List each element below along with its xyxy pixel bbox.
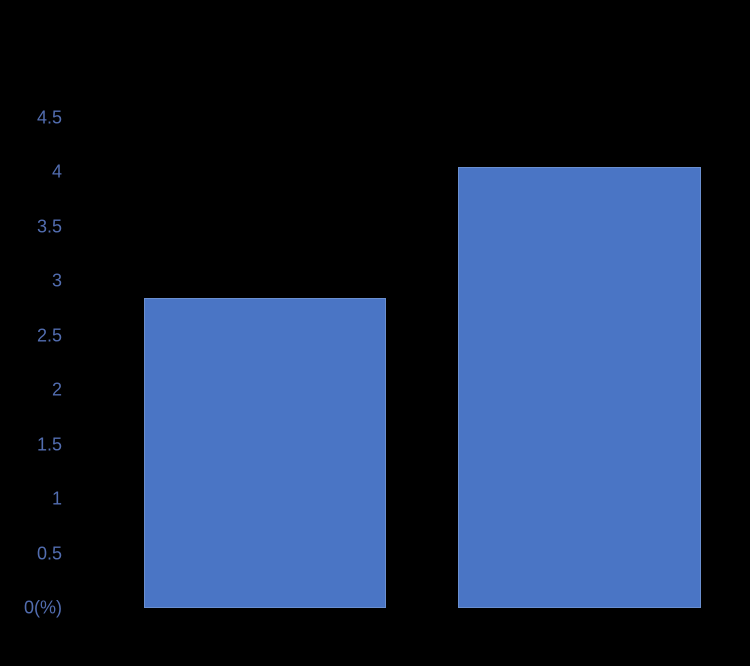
bar	[144, 298, 386, 608]
title-line-2: インドネシア・中国	[0, 39, 750, 68]
plot-area	[75, 118, 730, 608]
x-axis-label: 中国	[241, 615, 289, 650]
y-tick-label: 3.5	[37, 216, 62, 237]
y-tick-label: 2.5	[37, 325, 62, 346]
bar	[458, 167, 700, 608]
y-tick-label: 2	[52, 380, 62, 401]
x-axis: 中国 インドネシア	[75, 615, 730, 655]
chart-container: 金利スプレッド(貸出金利-預金金利)比較グラフ インドネシア・中国 (graph…	[0, 0, 750, 666]
title-line-3: (graphtochart.com作成)	[0, 67, 750, 96]
y-tick-label: 4.5	[37, 108, 62, 129]
y-tick-label: 0(%)	[24, 598, 62, 619]
x-axis-label: インドネシア	[507, 615, 651, 650]
chart-title: 金利スプレッド(貸出金利-預金金利)比較グラフ インドネシア・中国 (graph…	[0, 0, 750, 96]
y-axis: 0(%)0.511.522.533.544.5	[0, 118, 70, 608]
title-line-1: 金利スプレッド(貸出金利-預金金利)比較グラフ	[0, 10, 750, 39]
y-tick-label: 1.5	[37, 434, 62, 455]
y-tick-label: 3	[52, 271, 62, 292]
y-tick-label: 0.5	[37, 543, 62, 564]
y-tick-label: 1	[52, 489, 62, 510]
y-tick-label: 4	[52, 162, 62, 183]
